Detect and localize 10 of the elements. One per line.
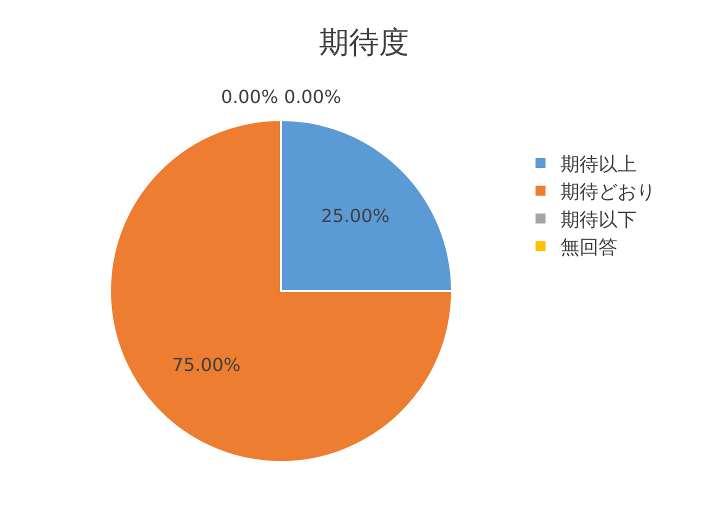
- data-label: 25.00%: [321, 206, 390, 227]
- legend-label: 期待以上: [560, 153, 637, 176]
- legend-label: 期待どおり: [560, 181, 656, 204]
- legend-label: 無回答: [560, 236, 618, 259]
- text: 0.00%: [221, 87, 278, 108]
- chart-title: 期待度: [319, 26, 409, 60]
- pie-slice: [109, 119, 453, 463]
- text: 0.00%: [284, 87, 342, 108]
- data-label: 75.00%: [172, 355, 241, 376]
- legend-label: 期待以下: [560, 208, 637, 231]
